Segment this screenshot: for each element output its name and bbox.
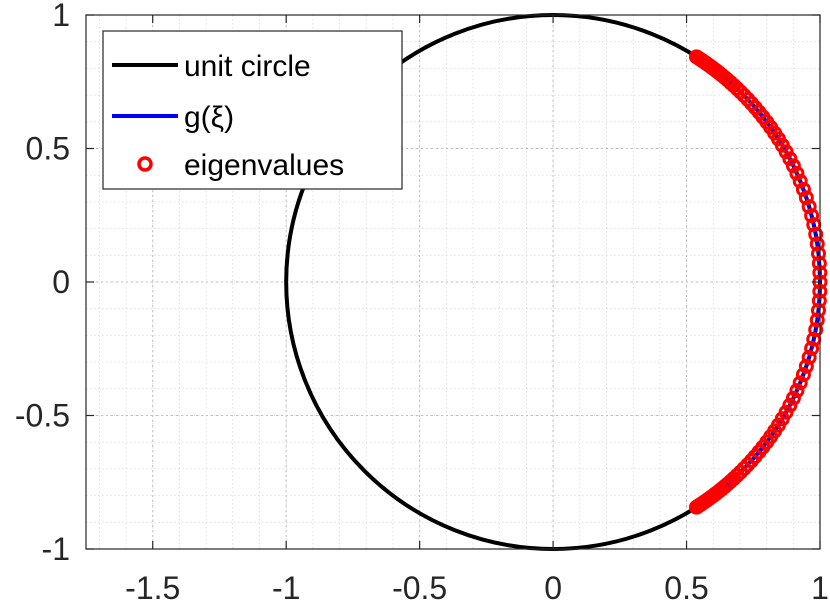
x-tick-label: 0.5 — [664, 570, 708, 606]
y-tick-label: -1 — [42, 531, 70, 567]
eigenvalue-point — [808, 226, 824, 242]
x-tick-label: -1 — [272, 570, 300, 606]
x-tick-labels: -1.5 -1 -0.5 0 0.5 1 — [125, 570, 829, 606]
legend-label-g-xi: g(ξ) — [184, 101, 234, 134]
y-tick-label: 1 — [52, 0, 70, 33]
eigenvalue-point — [689, 49, 705, 65]
eigenvalue-point — [811, 293, 827, 309]
y-tick-labels: -1 -0.5 0 0.5 1 — [15, 0, 70, 567]
y-tick-label: 0 — [52, 264, 70, 300]
legend-box — [102, 30, 403, 190]
legend: unit circle g(ξ) eigenvalues — [102, 30, 403, 190]
legend-marker-eigenvalues — [137, 156, 153, 172]
x-tick-label: 0 — [544, 570, 562, 606]
eigenvalue-point — [809, 236, 825, 252]
eigenvalue-point — [785, 390, 801, 406]
y-tick-label: 0.5 — [26, 131, 70, 167]
eigenvalue-point — [736, 460, 752, 476]
eigenvalue-point — [804, 208, 820, 224]
eigenvalue-point — [809, 312, 825, 328]
x-tick-label: -1.5 — [125, 570, 180, 606]
eigenvalue-point — [792, 173, 808, 189]
eigenvalue-point — [810, 246, 826, 262]
eigenvalue-point — [801, 349, 817, 365]
eigenvalue-point — [798, 190, 814, 206]
x-tick-label: 1 — [811, 570, 829, 606]
eigenvalue-point — [798, 358, 814, 374]
eigenvalue-point — [792, 375, 808, 391]
eigenvalue-point — [811, 255, 827, 271]
y-tick-label: -0.5 — [15, 398, 70, 434]
eigenvalue-point — [801, 199, 817, 215]
eigenvalue-point — [808, 322, 824, 338]
eigenvalue-point — [804, 340, 820, 356]
eigenvalue-point — [795, 367, 811, 383]
eigenvalue-point — [795, 181, 811, 197]
eigenvalue-point — [789, 383, 805, 399]
eigenvalue-point — [789, 165, 805, 181]
eigenvalue-point — [810, 302, 826, 318]
x-tick-label: -0.5 — [392, 570, 447, 606]
tick-marks — [86, 14, 821, 550]
legend-label-unit-circle: unit circle — [184, 50, 311, 83]
legend-label-eigenvalues: eigenvalues — [184, 149, 344, 182]
